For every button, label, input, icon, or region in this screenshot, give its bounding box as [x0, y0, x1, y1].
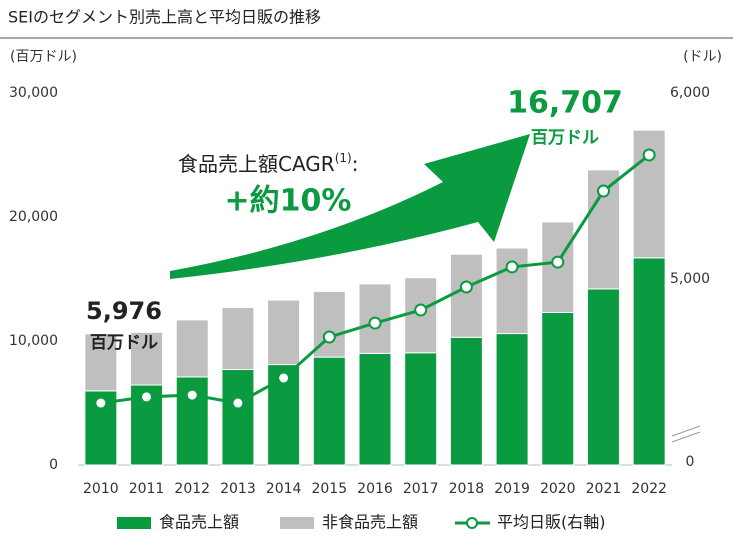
- cagr-text: 食品売上額CAGR: [178, 152, 335, 176]
- x-tick-label: 2013: [220, 481, 256, 497]
- growth-arrow: [170, 134, 530, 279]
- bar-segment: [221, 369, 255, 466]
- y-tick-label: 10,000: [9, 333, 58, 349]
- line-point: [459, 280, 473, 294]
- y-tick-label: 20,000: [9, 209, 58, 225]
- bar-segment: [586, 288, 620, 466]
- start-unit: 百万ドル: [90, 333, 158, 353]
- x-tick-label: 2015: [311, 481, 347, 497]
- y-tick-label: 30,000: [9, 85, 58, 101]
- y2-tick-label: 5,000: [670, 271, 710, 287]
- cagr-colon: :: [352, 152, 359, 176]
- x-tick-label: 2019: [494, 481, 530, 497]
- cagr-note: (1): [335, 151, 352, 165]
- y2-axis-label: (ドル): [683, 49, 722, 65]
- y2-tick-label: 6,000: [670, 85, 710, 101]
- y-tick-label: 0: [49, 457, 58, 473]
- x-tick-label: 2020: [540, 481, 576, 497]
- line-point: [505, 260, 519, 274]
- line-point: [551, 255, 565, 269]
- legend-swatch: [280, 517, 314, 529]
- line-point: [414, 303, 428, 317]
- bar-segment: [130, 331, 164, 386]
- bar-segment: [632, 257, 666, 466]
- bar-segment: [358, 352, 392, 466]
- line-point: [277, 371, 291, 385]
- y2-tick-label: 0: [686, 454, 695, 470]
- line-point: [642, 148, 656, 162]
- x-tick-label: 2022: [631, 481, 667, 497]
- bar-segment: [221, 307, 255, 371]
- bar-segment: [84, 333, 118, 392]
- x-tick-label: 2011: [129, 481, 165, 497]
- bar-segment: [312, 356, 346, 466]
- bar-segment: [541, 311, 575, 466]
- chart-title: SEIのセグメント別売上高と平均日販の推移: [8, 8, 321, 27]
- bar-segment: [175, 319, 209, 378]
- line-point: [94, 396, 108, 410]
- x-tick-label: 2021: [586, 481, 622, 497]
- axis-break: [671, 425, 701, 437]
- end-unit: 百万ドル: [531, 128, 599, 148]
- legend-label: 平均日販(右軸): [497, 513, 606, 532]
- axis-break: [671, 431, 701, 443]
- legend-swatch: [466, 517, 478, 529]
- x-tick-label: 2016: [357, 481, 393, 497]
- bar-segment: [404, 277, 438, 354]
- legend-label: 非食品売上額: [322, 513, 418, 532]
- x-tick-label: 2014: [266, 481, 302, 497]
- bar-segment: [267, 299, 301, 366]
- cagr-value: +約10%: [225, 184, 352, 219]
- line-point: [185, 388, 199, 402]
- start-value: 5,976: [86, 297, 162, 325]
- x-tick-label: 2012: [174, 481, 210, 497]
- legend-swatch: [117, 517, 151, 529]
- bar-segment: [404, 352, 438, 466]
- cagr-label: 食品売上額CAGR(1):: [178, 151, 358, 176]
- x-tick-label: 2010: [83, 481, 119, 497]
- bar-segment: [495, 333, 529, 466]
- bar-segment: [449, 336, 483, 466]
- line-point: [231, 396, 245, 410]
- legend-label: 食品売上額: [159, 513, 239, 532]
- line-point: [368, 316, 382, 330]
- bar-segment: [449, 253, 483, 338]
- x-tick-label: 2017: [403, 481, 439, 497]
- line-point: [596, 184, 610, 198]
- bar-segment: [495, 247, 529, 335]
- line-point: [322, 330, 336, 344]
- y-axis-label: (百万ドル): [10, 49, 77, 65]
- line-point: [140, 390, 154, 404]
- end-value: 16,707: [507, 86, 623, 121]
- x-tick-label: 2018: [449, 481, 485, 497]
